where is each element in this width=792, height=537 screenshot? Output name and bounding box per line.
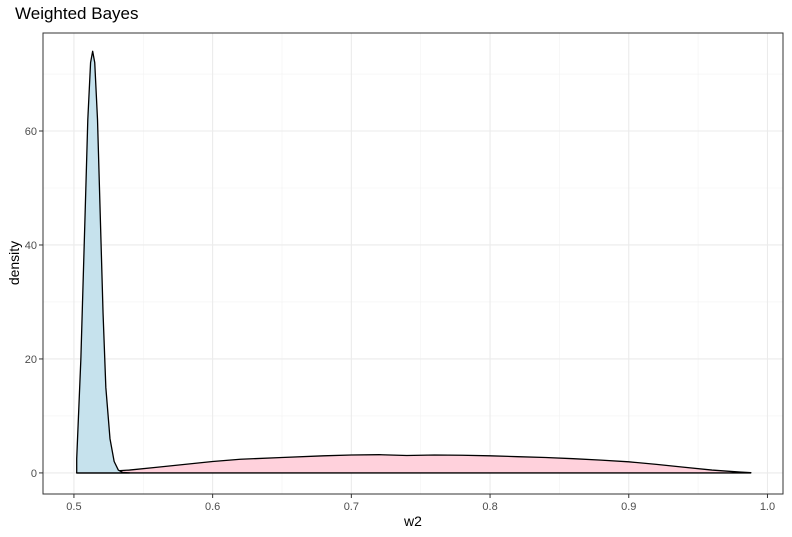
x-tick-label: 0.8 bbox=[482, 501, 497, 513]
x-tick-label: 0.9 bbox=[621, 501, 636, 513]
x-axis-ticks: 0.5 0.6 0.7 0.8 0.9 1.0 bbox=[66, 494, 775, 513]
plot-border bbox=[42, 32, 784, 495]
x-axis-title: w2 bbox=[403, 513, 422, 529]
chart-title: Weighted Bayes bbox=[15, 4, 139, 23]
x-tick-label: 0.6 bbox=[205, 501, 220, 513]
density-areas bbox=[76, 50, 752, 474]
x-tick-label: 1.0 bbox=[760, 501, 775, 513]
x-tick-label: 0.5 bbox=[66, 501, 81, 513]
y-axis-title: density bbox=[6, 241, 22, 285]
y-tick-label: 0 bbox=[31, 468, 37, 480]
x-tick-label: 0.7 bbox=[344, 501, 359, 513]
minor-grid bbox=[43, 33, 783, 494]
y-tick-label: 20 bbox=[25, 354, 37, 366]
density-curve-1 bbox=[76, 454, 752, 474]
y-axis-ticks: 0 20 40 60 bbox=[25, 126, 43, 480]
plot-panel bbox=[43, 33, 783, 494]
density-area-fill-2 bbox=[76, 51, 130, 473]
y-tick-label: 40 bbox=[25, 240, 37, 252]
y-tick-label: 60 bbox=[25, 126, 37, 138]
density-curve-2 bbox=[76, 50, 131, 474]
